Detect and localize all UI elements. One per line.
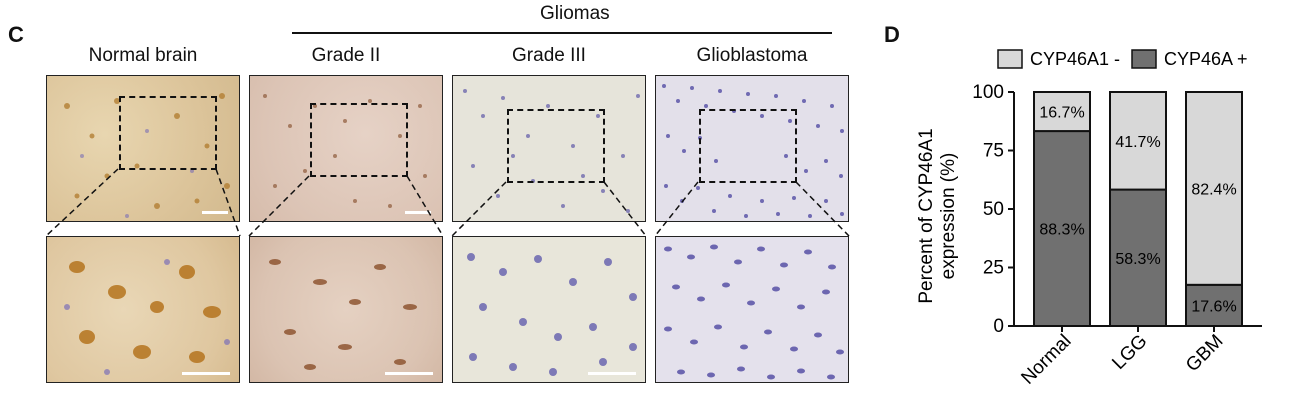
micrograph-grade-iii-high-mag bbox=[452, 236, 646, 383]
gbm-high-cells bbox=[656, 237, 849, 383]
micrograph-normal-brain-high-mag bbox=[46, 236, 240, 383]
y-tick-label: 100 bbox=[972, 82, 1004, 103]
y-tick-label: 50 bbox=[983, 199, 1004, 220]
normal-high-cells bbox=[47, 237, 240, 383]
bar-label-positive: 17.6% bbox=[1191, 298, 1236, 315]
y-tick-label: 25 bbox=[983, 258, 1004, 279]
bars: 88.3% 16.7% 58.3% 41.7% 17.6% 82.4% bbox=[1034, 92, 1242, 326]
micrograph-grade-ii-high-mag bbox=[249, 236, 443, 383]
x-axis: Normal LGG GBM bbox=[1014, 326, 1262, 389]
x-tick-label: Normal bbox=[1017, 331, 1075, 389]
bar-label-negative: 41.7% bbox=[1115, 134, 1160, 151]
y-axis: 0 25 50 75 100 bbox=[972, 82, 1014, 337]
connector-normal-left bbox=[46, 169, 118, 236]
connector-grade-iii-right bbox=[604, 182, 646, 236]
connector-grade-iii-left bbox=[452, 182, 506, 236]
y-tick-label: 75 bbox=[983, 141, 1004, 162]
connector-glioblastoma-left bbox=[655, 182, 698, 236]
grade2-high-cells bbox=[250, 237, 443, 383]
bar-label-negative: 82.4% bbox=[1191, 181, 1236, 198]
x-tick-label: LGG bbox=[1108, 331, 1151, 374]
stacked-bar-chart: CYP46A1 - CYP46A + 0 25 50 75 100 88.3% 16.7% 5… bbox=[870, 40, 1298, 410]
grade3-high-cells bbox=[453, 237, 646, 383]
connector-glioblastoma-right bbox=[796, 182, 849, 236]
x-tick-label: GBM bbox=[1182, 331, 1227, 376]
y-axis-label: Percent of CYP46A1expression (%) bbox=[916, 128, 959, 303]
legend-label: CYP46A + bbox=[1164, 49, 1248, 69]
bar-label-negative: 16.7% bbox=[1039, 105, 1084, 122]
legend-label: CYP46A1 - bbox=[1030, 49, 1120, 69]
y-axis-label-line: expression (%) bbox=[938, 153, 959, 280]
y-axis-label-line: Percent of CYP46A1 bbox=[916, 128, 937, 303]
scale-bar-normal-high bbox=[182, 372, 230, 375]
zoom-connectors bbox=[0, 0, 870, 240]
scale-bar-grade-iii-high bbox=[588, 372, 636, 375]
micrograph-glioblastoma-high-mag bbox=[655, 236, 849, 383]
chart-legend: CYP46A1 - CYP46A + bbox=[998, 49, 1248, 69]
scale-bar-grade-ii-high bbox=[385, 372, 433, 375]
y-tick-label: 0 bbox=[993, 316, 1004, 337]
bar-label-positive: 58.3% bbox=[1115, 251, 1160, 268]
connector-normal-right bbox=[216, 169, 240, 236]
connector-grade-ii-left bbox=[249, 176, 309, 236]
bar-label-positive: 88.3% bbox=[1039, 222, 1084, 239]
legend-swatch bbox=[998, 50, 1022, 68]
legend-swatch bbox=[1132, 50, 1156, 68]
connector-grade-ii-right bbox=[407, 176, 443, 236]
